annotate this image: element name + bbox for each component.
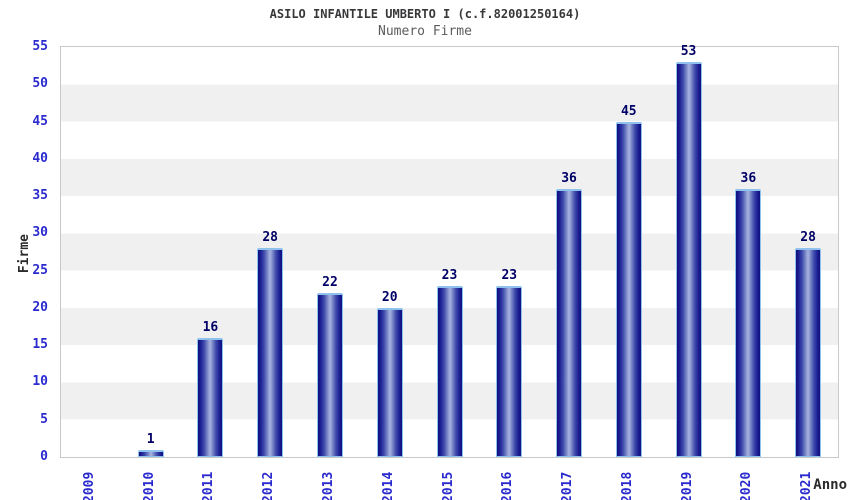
y-tick-label: 10 [32,374,48,390]
x-tick-label: 2013 [320,471,336,500]
x-tick-label: 2012 [261,471,277,500]
bar-2015 [436,286,463,457]
bar-2016 [496,286,523,457]
bar-value-label: 16 [202,320,219,335]
chart-title: ASILO INFANTILE UMBERTO I (c.f.820012501… [269,7,581,21]
y-tick-label: 0 [40,449,48,464]
bar-2020 [735,189,762,457]
bar-2019 [675,62,702,457]
y-tick-label: 35 [32,188,48,204]
bar-2018 [615,122,642,457]
x-tick-label: 2015 [440,471,456,500]
bar-value-label: 1 [146,432,155,447]
chart-subtitle: Numero Firme [378,24,472,39]
bar-2012 [257,248,284,457]
y-tick-label: 45 [32,113,48,129]
bar-value-label: 36 [740,171,757,186]
y-tick-label: 15 [32,337,48,353]
x-tick-label: 2014 [380,471,396,500]
x-tick-label: 2017 [560,471,576,500]
x-tick-label: 2011 [201,471,217,500]
x-tick-label: 2019 [679,471,695,500]
y-tick-label: 55 [32,39,48,54]
bar-value-label: 45 [620,104,637,119]
x-tick-label: 2010 [141,471,157,500]
y-tick-label: 20 [32,299,48,315]
x-tick-label: 2020 [739,471,755,500]
bar-value-label: 20 [381,290,398,305]
bar-value-label: 22 [322,275,338,290]
bar-2021 [795,248,822,457]
bar-2014 [376,308,403,457]
bar-2013 [316,293,343,457]
x-tick-label: 2016 [500,471,516,500]
y-tick-label: 30 [32,225,48,241]
y-tick-label: 50 [32,76,48,92]
bar-2010 [137,450,164,457]
bar-2011 [197,338,224,457]
bar-value-label: 28 [800,230,816,245]
y-tick-label: 5 [40,411,48,427]
bar-value-label: 23 [501,268,518,283]
bar-value-label: 28 [262,230,279,245]
bar-2017 [556,189,583,457]
plot-area [60,46,839,458]
y-tick-label: 25 [32,262,48,278]
y-tick-label: 40 [32,150,48,166]
bar-value-label: 53 [680,44,697,59]
x-tick-label: 2009 [81,471,97,500]
x-tick-label: 2018 [619,471,635,500]
x-tick-label: 2021 [799,471,815,500]
x-axis-title: Anno [813,477,847,493]
bar-value-label: 36 [561,171,577,186]
bar-value-label: 23 [441,268,458,283]
